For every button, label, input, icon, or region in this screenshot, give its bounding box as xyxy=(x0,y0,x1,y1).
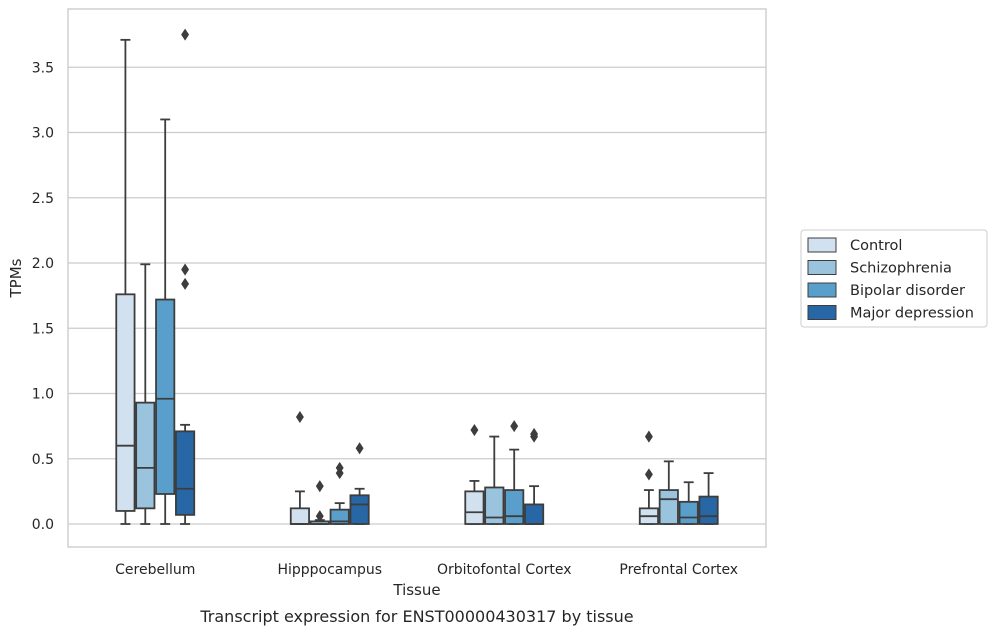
y-tick-label: 1.5 xyxy=(32,321,54,337)
box-2 xyxy=(678,481,699,525)
legend-item: Major depression xyxy=(807,305,974,322)
box-3 xyxy=(349,442,370,525)
outlier-point xyxy=(530,427,539,441)
box-2 xyxy=(329,461,350,525)
outlier-point xyxy=(335,461,344,474)
legend-swatch xyxy=(807,237,837,253)
y-tick-labels: 0.0 0.5 1.0 1.5 2.0 2.5 3.0 3.5 xyxy=(32,60,54,533)
box-body xyxy=(658,489,679,525)
y-tick-label: 0.5 xyxy=(32,452,54,468)
y-tick-label: 0.0 xyxy=(32,517,54,533)
box-0 xyxy=(464,423,485,525)
y-tick-label: 3.5 xyxy=(32,60,54,76)
box-body xyxy=(135,401,156,510)
x-tick-label: Prefrontal Cortex xyxy=(619,562,738,578)
x-tick-label: Hipppocampus xyxy=(277,562,382,578)
box-3 xyxy=(698,472,719,525)
legend-swatch xyxy=(807,282,837,298)
box-2 xyxy=(155,118,176,525)
box-body xyxy=(678,500,699,525)
box-0 xyxy=(115,38,136,525)
y-tick-label: 2.0 xyxy=(32,256,54,272)
chart-caption: Transcript expression for ENST0000043031… xyxy=(199,607,633,626)
box-body xyxy=(698,495,719,525)
outlier-point xyxy=(644,430,653,443)
x-tick-label: Orbitofontal Cortex xyxy=(437,562,572,578)
outlier-point xyxy=(510,420,519,433)
legend-label: Control xyxy=(850,238,902,254)
y-tick-label: 3.0 xyxy=(32,126,54,142)
outlier-point xyxy=(181,277,190,290)
y-tick-label: 1.0 xyxy=(32,387,54,403)
box-body xyxy=(175,430,196,516)
box-body xyxy=(504,489,525,525)
x-axis-title: Tissue xyxy=(392,581,440,599)
box-body xyxy=(464,490,485,525)
box-3 xyxy=(175,28,196,525)
box-body xyxy=(524,503,545,525)
legend-swatch xyxy=(807,260,837,275)
box-1 xyxy=(135,263,156,525)
y-tick-label: 2.5 xyxy=(32,191,54,207)
box-2 xyxy=(504,420,525,525)
box-body xyxy=(484,486,505,525)
box-1 xyxy=(309,480,330,525)
outlier-point xyxy=(315,480,324,493)
box-body xyxy=(155,298,176,495)
legend-item: Schizophrenia xyxy=(807,260,952,277)
outlier-point xyxy=(355,442,364,455)
box-0 xyxy=(638,430,659,525)
outlier-point xyxy=(644,468,653,481)
box-0 xyxy=(289,410,310,525)
legend-label: Major depression xyxy=(850,306,974,322)
legend-label: Bipolar disorder xyxy=(850,283,965,299)
outlier-point xyxy=(470,423,479,437)
outlier-point xyxy=(315,510,324,523)
box-body xyxy=(329,508,350,525)
legend-frame xyxy=(800,229,988,328)
legend-item: Control xyxy=(807,237,902,254)
outlier-point xyxy=(181,263,190,276)
box-1 xyxy=(484,435,505,525)
legend-label: Schizophrenia xyxy=(850,261,952,277)
legend-items: Control Schizophrenia Bipolar disorder Majo… xyxy=(807,237,974,322)
legend-swatch xyxy=(807,305,837,320)
box-body xyxy=(115,293,136,512)
box-body xyxy=(349,494,370,525)
outlier-point xyxy=(181,28,190,41)
box-groups xyxy=(115,28,719,525)
y-axis-title: TPMs xyxy=(7,258,25,298)
x-tick-labels: Cerebellum Hipppocampus Orbitofontal Corte… xyxy=(115,562,738,578)
outlier-point xyxy=(295,410,304,424)
legend: Control Schizophrenia Bipolar disorder Majo… xyxy=(800,229,988,328)
box-1 xyxy=(658,460,679,525)
box-3 xyxy=(524,427,545,525)
x-tick-label: Cerebellum xyxy=(115,562,195,578)
plot-frame xyxy=(67,8,767,548)
box-body xyxy=(289,507,310,525)
legend-item: Bipolar disorder xyxy=(807,282,965,299)
